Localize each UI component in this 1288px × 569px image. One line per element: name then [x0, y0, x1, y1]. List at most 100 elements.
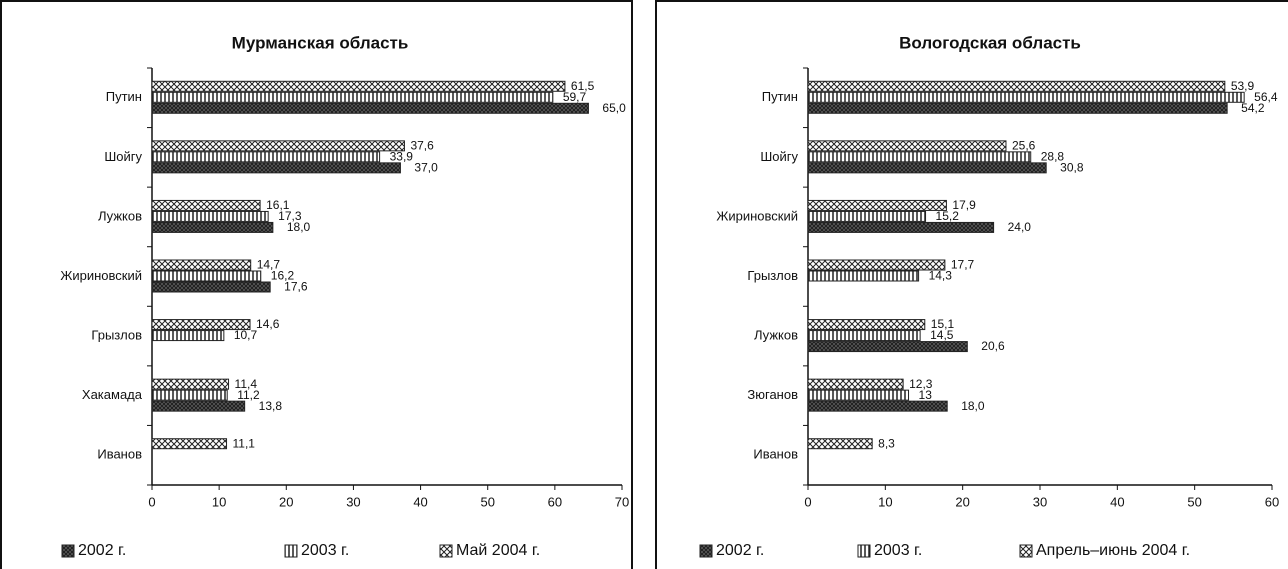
legend-swatch [284, 544, 298, 558]
bar [151, 259, 252, 271]
category-label: Иванов [97, 447, 142, 462]
category-label: Жириновский [60, 268, 142, 283]
bar [807, 221, 995, 233]
category-label: Шойгу [104, 149, 142, 164]
bar [151, 102, 589, 114]
bar [807, 438, 873, 450]
value-label: 16,2 [271, 269, 295, 283]
value-label: 18,0 [961, 399, 985, 413]
value-label: 25,6 [1012, 139, 1036, 153]
bar [151, 400, 246, 412]
value-label: 8,3 [878, 436, 895, 450]
x-tick-label: 10 [212, 494, 226, 509]
value-label: 16,1 [266, 198, 290, 212]
bar [151, 319, 251, 331]
value-label: 17,9 [952, 198, 976, 212]
bar [151, 270, 262, 282]
chart-title: Мурманская область [232, 33, 409, 52]
bar [151, 281, 271, 293]
legend-swatch [61, 544, 75, 558]
x-tick-label: 30 [1033, 494, 1047, 509]
bar [807, 210, 927, 222]
bar [151, 91, 554, 103]
bar [807, 378, 904, 390]
chart-title: Вологодская область [899, 33, 1081, 52]
bar [807, 140, 1007, 152]
value-label: 61,5 [571, 79, 595, 93]
bar [807, 330, 921, 342]
value-label: 17,3 [278, 209, 302, 223]
category-label: Шойгу [760, 149, 798, 164]
category-label: Лужков [754, 328, 798, 343]
category-label: Зюганов [747, 387, 798, 402]
legend-swatch [699, 544, 713, 558]
legend-label: 2003 г. [874, 542, 922, 559]
value-label: 11,1 [233, 436, 256, 450]
category-label: Путин [106, 89, 142, 104]
bar [807, 389, 910, 401]
x-tick-label: 50 [480, 494, 494, 509]
x-tick-label: 0 [804, 494, 811, 509]
x-tick-label: 60 [1265, 494, 1279, 509]
x-tick-label: 30 [346, 494, 360, 509]
bar [151, 438, 228, 450]
bar [151, 389, 228, 401]
bar [151, 330, 225, 342]
value-label: 17,6 [284, 280, 308, 294]
bar [807, 270, 920, 282]
value-label: 11,2 [237, 388, 260, 402]
bar [807, 319, 926, 331]
category-label: Грызлов [747, 268, 798, 283]
category-label: Жириновский [716, 208, 798, 223]
bar [807, 400, 948, 412]
value-label: 10,7 [234, 328, 258, 342]
bar [807, 80, 1226, 92]
x-tick-label: 40 [413, 494, 427, 509]
bar [151, 140, 405, 152]
x-tick-label: 40 [1110, 494, 1124, 509]
value-label: 12,3 [909, 377, 933, 391]
bar [151, 199, 261, 211]
value-label: 14,3 [929, 269, 953, 283]
bar [151, 80, 566, 92]
panel-frame [0, 0, 633, 569]
value-label: 37,0 [414, 161, 438, 175]
value-label: 33,9 [390, 150, 414, 164]
value-label: 18,0 [287, 220, 311, 234]
value-label: 56,4 [1254, 90, 1278, 104]
bar [151, 221, 274, 233]
bar [807, 199, 947, 211]
x-tick-label: 50 [1187, 494, 1201, 509]
value-label: 65,0 [602, 101, 626, 115]
value-label: 14,7 [257, 258, 281, 272]
legend-swatch [439, 544, 453, 558]
value-label: 28,8 [1041, 150, 1065, 164]
value-label: 37,6 [410, 139, 434, 153]
category-label: Хакамада [82, 387, 143, 402]
legend-swatch [1019, 544, 1033, 558]
value-label: 53,9 [1231, 79, 1255, 93]
x-tick-label: 60 [548, 494, 562, 509]
value-label: 24,0 [1008, 220, 1032, 234]
value-label: 14,6 [256, 317, 280, 331]
category-label: Грызлов [91, 328, 142, 343]
value-label: 15,2 [936, 209, 960, 223]
bar [151, 162, 401, 174]
bar [807, 91, 1245, 103]
bar [151, 151, 381, 163]
value-label: 13,8 [259, 399, 283, 413]
bar [151, 210, 269, 222]
category-label: Лужков [98, 208, 142, 223]
x-tick-label: 20 [955, 494, 969, 509]
panel-frame [655, 0, 1288, 569]
bar [807, 151, 1032, 163]
value-label: 20,6 [981, 339, 1005, 353]
bar [151, 378, 230, 390]
x-tick-label: 0 [148, 494, 155, 509]
legend-label: 2002 г. [716, 542, 764, 559]
category-label: Иванов [753, 447, 798, 462]
x-tick-label: 10 [878, 494, 892, 509]
x-tick-label: 70 [615, 494, 629, 509]
value-label: 17,7 [951, 258, 975, 272]
